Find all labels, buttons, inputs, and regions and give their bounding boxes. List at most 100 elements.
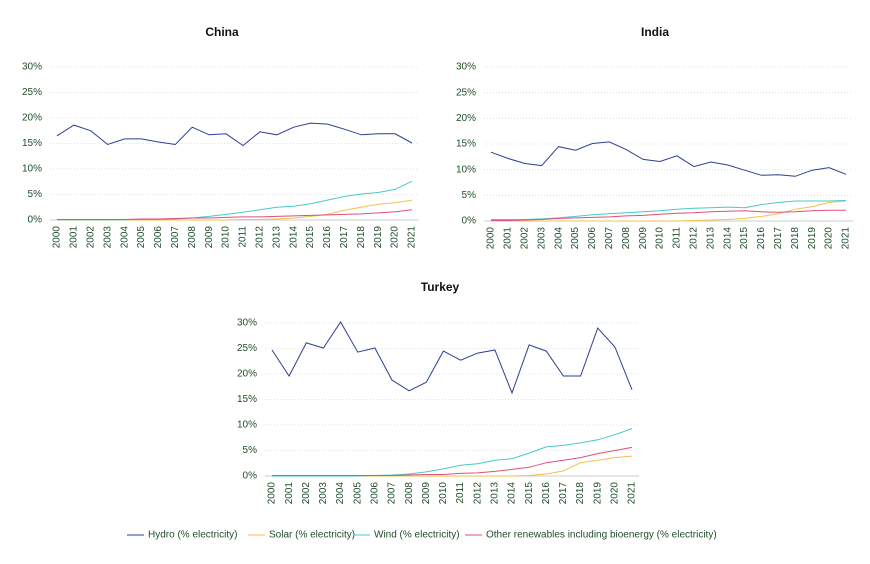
x-tick-label: 2014	[507, 482, 518, 505]
x-tick-label: 2020	[390, 226, 401, 249]
y-tick-label: 0%	[28, 215, 43, 226]
legend-label: Other renewables including bioenergy (% …	[486, 530, 717, 541]
x-tick-label: 2008	[187, 226, 198, 249]
x-tick-label: 2005	[352, 482, 363, 505]
y-tick-label: 0%	[243, 471, 258, 482]
y-tick-label: 25%	[237, 343, 257, 354]
x-tick-label: 2005	[136, 226, 147, 249]
x-tick-label: 2012	[688, 227, 699, 250]
x-tick-label: 2003	[536, 227, 547, 250]
x-tick-label: 2008	[621, 227, 632, 250]
x-tick-label: 2011	[455, 482, 466, 504]
x-tick-label: 2015	[524, 482, 535, 505]
legend-label: Hydro (% electricity)	[148, 530, 237, 541]
x-tick-label: 2007	[604, 227, 615, 250]
y-tick-label: 30%	[237, 318, 257, 329]
x-tick-label: 2012	[254, 226, 265, 249]
data-line	[56, 122, 413, 147]
y-tick-label: 10%	[456, 164, 476, 175]
x-tick-label: 2016	[322, 226, 333, 249]
x-tick-label: 2013	[705, 227, 716, 250]
x-tick-label: 2015	[305, 226, 316, 249]
legend-label: Solar (% electricity)	[269, 530, 355, 541]
x-tick-label: 2015	[739, 227, 750, 250]
x-tick-label: 2001	[503, 227, 514, 250]
x-tick-label: 2004	[119, 226, 130, 249]
x-tick-label: 2009	[638, 227, 649, 250]
y-tick-label: 15%	[237, 394, 257, 405]
x-tick-label: 2004	[335, 482, 346, 505]
x-tick-label: 2013	[271, 226, 282, 249]
data-line	[491, 209, 846, 221]
data-line	[490, 141, 847, 177]
x-tick-label: 2010	[655, 227, 666, 250]
data-line	[491, 200, 847, 220]
x-tick-label: 2013	[489, 482, 500, 505]
x-tick-label: 2014	[288, 226, 299, 249]
x-tick-label: 2000	[486, 227, 497, 250]
x-tick-label: 2009	[421, 482, 432, 505]
x-tick-label: 2009	[204, 226, 215, 249]
y-tick-label: 25%	[456, 87, 476, 98]
x-tick-label: 2002	[85, 226, 96, 249]
y-tick-label: 0%	[462, 216, 477, 227]
chart-title: China	[205, 25, 239, 39]
x-tick-label: 2018	[790, 227, 801, 250]
x-tick-label: 2014	[722, 227, 733, 250]
data-line	[272, 428, 633, 477]
x-tick-label: 2019	[373, 226, 384, 249]
x-tick-label: 2008	[404, 482, 415, 505]
x-tick-label: 2017	[773, 227, 784, 250]
y-tick-label: 10%	[22, 164, 42, 175]
data-line	[271, 321, 633, 395]
x-tick-label: 2010	[221, 226, 232, 249]
data-line	[491, 200, 847, 222]
x-tick-label: 2018	[575, 482, 586, 505]
x-tick-label: 2006	[153, 226, 164, 249]
x-tick-label: 2000	[52, 226, 63, 249]
x-tick-label: 2016	[541, 482, 552, 505]
x-tick-label: 2001	[284, 482, 295, 505]
y-tick-label: 10%	[237, 420, 257, 431]
x-tick-label: 2001	[69, 226, 80, 249]
y-tick-label: 5%	[28, 189, 43, 200]
y-tick-label: 15%	[456, 139, 476, 150]
x-tick-label: 2012	[472, 482, 483, 505]
x-tick-label: 2006	[369, 482, 380, 505]
data-line	[57, 209, 413, 220]
x-tick-label: 2006	[587, 227, 598, 250]
x-tick-label: 2018	[356, 226, 367, 249]
x-tick-label: 2020	[824, 227, 835, 250]
x-tick-label: 2019	[807, 227, 818, 250]
y-tick-label: 20%	[22, 113, 42, 124]
legend-label: Wind (% electricity)	[374, 530, 460, 541]
chart-title: Turkey	[421, 280, 460, 294]
x-tick-label: 2011	[238, 226, 249, 248]
y-tick-label: 20%	[237, 369, 257, 380]
x-tick-label: 2011	[672, 227, 683, 249]
x-tick-label: 2021	[407, 226, 418, 249]
y-tick-label: 20%	[456, 113, 476, 124]
x-tick-label: 2021	[627, 482, 638, 505]
y-tick-label: 30%	[456, 62, 476, 73]
y-tick-label: 15%	[22, 138, 42, 149]
x-tick-label: 2003	[318, 482, 329, 505]
data-line	[272, 455, 633, 477]
x-tick-label: 2021	[841, 227, 852, 250]
x-tick-label: 2007	[387, 482, 398, 505]
x-tick-label: 2007	[170, 226, 181, 249]
x-tick-label: 2002	[301, 482, 312, 505]
x-tick-label: 2017	[339, 226, 350, 249]
x-tick-label: 2002	[519, 227, 530, 250]
x-tick-label: 2017	[558, 482, 569, 505]
x-tick-label: 2019	[592, 482, 603, 505]
x-tick-label: 2004	[553, 227, 564, 250]
x-tick-label: 2010	[438, 482, 449, 505]
y-tick-label: 30%	[22, 62, 42, 73]
x-tick-label: 2000	[267, 482, 278, 505]
x-tick-label: 2016	[756, 227, 767, 250]
x-tick-label: 2003	[102, 226, 113, 249]
data-line	[272, 446, 633, 476]
x-tick-label: 2020	[609, 482, 620, 505]
